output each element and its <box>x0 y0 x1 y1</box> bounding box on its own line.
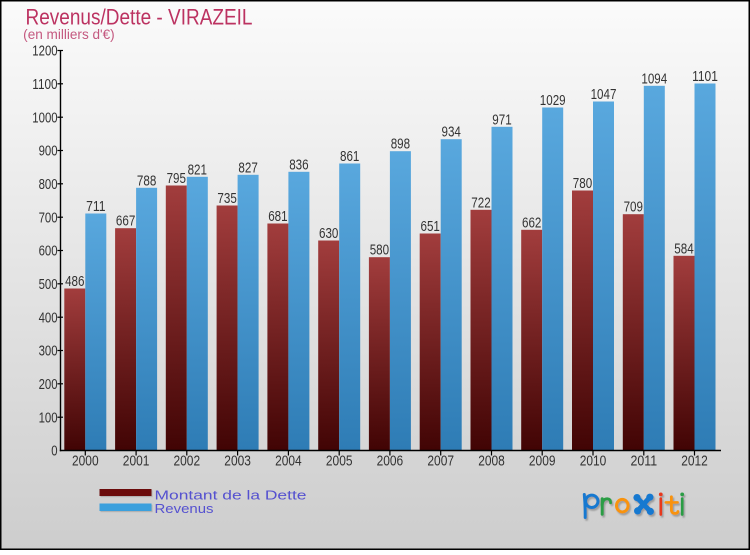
svg-text:600: 600 <box>39 244 58 260</box>
svg-text:300: 300 <box>39 344 58 360</box>
svg-text:0: 0 <box>51 444 57 460</box>
svg-text:500: 500 <box>39 277 58 293</box>
svg-text:2012: 2012 <box>681 454 708 470</box>
svg-text:861: 861 <box>340 149 359 165</box>
svg-text:934: 934 <box>442 125 461 141</box>
svg-text:1000: 1000 <box>32 110 57 126</box>
svg-text:2007: 2007 <box>427 454 454 470</box>
svg-text:2010: 2010 <box>580 454 607 470</box>
svg-text:Revenus: Revenus <box>155 501 214 516</box>
svg-text:2008: 2008 <box>478 454 505 470</box>
svg-text:2002: 2002 <box>174 454 201 470</box>
svg-text:630: 630 <box>319 226 338 242</box>
svg-text:1100: 1100 <box>32 77 57 93</box>
svg-text:200: 200 <box>39 377 58 393</box>
svg-text:651: 651 <box>421 219 440 235</box>
svg-text:2011: 2011 <box>631 454 658 470</box>
svg-text:1029: 1029 <box>540 93 566 109</box>
svg-text:722: 722 <box>471 195 490 211</box>
svg-text:700: 700 <box>39 210 58 226</box>
svg-text:2006: 2006 <box>377 454 404 470</box>
svg-text:662: 662 <box>522 215 541 231</box>
svg-text:711: 711 <box>86 199 105 215</box>
svg-text:Revenus/Dette - VIRAZEIL: Revenus/Dette - VIRAZEIL <box>26 4 253 29</box>
svg-text:827: 827 <box>238 160 257 176</box>
svg-text:898: 898 <box>391 137 410 153</box>
svg-text:2003: 2003 <box>224 454 251 470</box>
svg-text:788: 788 <box>137 173 156 189</box>
svg-text:584: 584 <box>674 241 693 257</box>
svg-text:800: 800 <box>39 177 58 193</box>
svg-text:971: 971 <box>492 112 511 128</box>
svg-text:1094: 1094 <box>641 71 667 87</box>
svg-text:667: 667 <box>116 214 135 230</box>
svg-text:780: 780 <box>573 176 592 192</box>
svg-text:1047: 1047 <box>591 87 617 103</box>
svg-text:836: 836 <box>289 157 308 173</box>
svg-text:2004: 2004 <box>275 454 302 470</box>
svg-text:900: 900 <box>39 144 58 160</box>
svg-text:400: 400 <box>39 310 58 326</box>
svg-text:681: 681 <box>268 209 287 225</box>
svg-text:2005: 2005 <box>326 454 353 470</box>
svg-text:821: 821 <box>188 162 207 178</box>
svg-text:735: 735 <box>217 191 236 207</box>
svg-text:(en milliers d'€): (en milliers d'€) <box>23 27 115 42</box>
svg-text:795: 795 <box>167 171 186 187</box>
svg-text:1101: 1101 <box>692 69 718 85</box>
svg-text:2009: 2009 <box>529 454 556 470</box>
svg-text:486: 486 <box>65 274 84 290</box>
svg-text:580: 580 <box>370 243 389 259</box>
svg-text:2001: 2001 <box>123 454 150 470</box>
svg-text:1200: 1200 <box>32 44 57 60</box>
svg-text:2000: 2000 <box>72 454 99 470</box>
svg-text:709: 709 <box>624 200 643 216</box>
svg-text:100: 100 <box>39 410 58 426</box>
svg-text:Montant de la Dette: Montant de la Dette <box>155 488 307 503</box>
